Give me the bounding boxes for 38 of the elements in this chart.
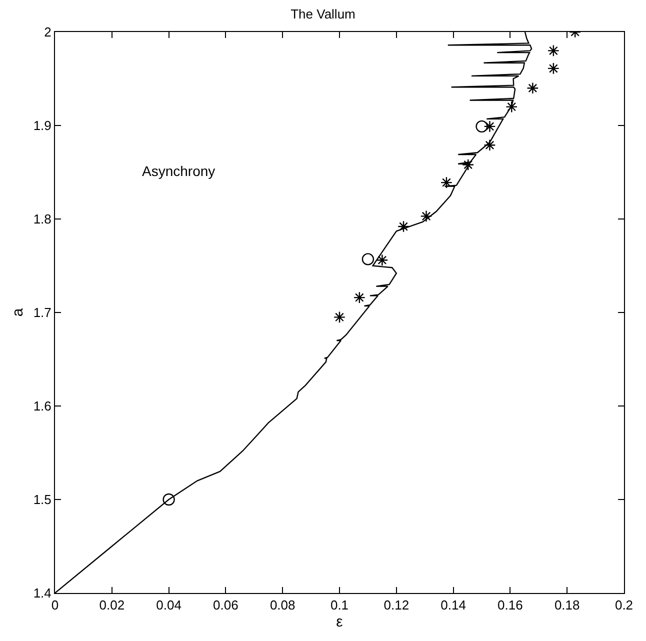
y-tick-label: 1.8 xyxy=(33,212,52,227)
point xyxy=(440,176,452,189)
point xyxy=(334,311,346,324)
x-tick-label: 0.2 xyxy=(614,598,634,613)
x-tick-label: 0.14 xyxy=(440,598,466,613)
y-tick-label: 1.9 xyxy=(33,118,52,134)
x-tick-label: 0.12 xyxy=(384,598,410,613)
y-axis-title: a xyxy=(10,308,27,317)
point xyxy=(547,62,560,74)
x-tick-label: 0.02 xyxy=(99,598,125,613)
point xyxy=(362,253,374,266)
point xyxy=(547,44,560,57)
y-tick-label: 1.5 xyxy=(33,492,52,508)
point xyxy=(476,120,488,133)
x-tick-label: 0.1 xyxy=(330,598,349,613)
x-tick-label: 0.16 xyxy=(498,598,523,613)
point xyxy=(376,254,388,266)
chart-title: The Vallum xyxy=(290,6,356,22)
point xyxy=(162,493,175,506)
y-tick-label: 1.4 xyxy=(33,586,52,601)
y-tick-label: 1.6 xyxy=(33,398,52,414)
point xyxy=(484,120,496,132)
point xyxy=(462,158,474,171)
x-tick-label: 0.18 xyxy=(554,598,580,613)
point xyxy=(484,139,496,152)
x-tick-label: 0.04 xyxy=(156,598,182,613)
x-axis-title: ε xyxy=(336,614,344,631)
x-tick-label: 0.08 xyxy=(270,598,296,613)
point xyxy=(420,210,432,222)
point xyxy=(353,292,366,304)
x-tick-label: 0 xyxy=(51,598,59,613)
point xyxy=(398,220,410,232)
point xyxy=(506,100,518,113)
x-tick-label: 0.06 xyxy=(213,598,238,613)
y-tick-label: 1.7 xyxy=(33,305,52,320)
annotation: Asynchrony xyxy=(142,163,216,179)
y-tick-label: 2 xyxy=(44,24,52,40)
point xyxy=(526,82,539,94)
